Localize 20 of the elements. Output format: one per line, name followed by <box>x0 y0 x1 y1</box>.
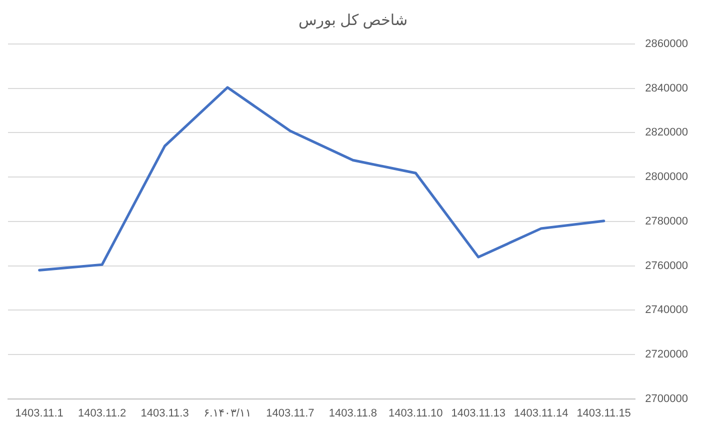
y-tick-label: 2740000 <box>645 304 688 316</box>
x-tick-label: 1403.11.2 <box>78 407 126 420</box>
x-tick-label: 1403.11.10 <box>388 407 443 420</box>
y-tick-label: 2820000 <box>645 126 688 139</box>
x-tick-label: 1403.11.13 <box>451 407 506 420</box>
chart-title: شاخص کل بورس <box>298 12 408 30</box>
x-tick-label: 1403.11.3 <box>140 407 189 420</box>
x-tick-label: 1403.11.8 <box>328 407 378 420</box>
y-tick-label: 2800000 <box>645 171 688 184</box>
y-tick-label: 2780000 <box>645 215 688 228</box>
x-tick-label: 1403.11.14 <box>514 407 568 420</box>
y-tick-label: 2860000 <box>645 38 688 50</box>
x-tick-label: 1403.11.7 <box>266 407 314 420</box>
x-tick-label: 1403.11.15 <box>576 407 631 420</box>
y-tick-label: 2720000 <box>645 348 688 360</box>
y-tick-label: 2840000 <box>645 82 688 94</box>
x-tick-label: ۶.۱۴۰۳/۱۱ <box>204 407 252 420</box>
y-tick-label: 2700000 <box>645 392 688 405</box>
y-tick-label: 2760000 <box>645 260 688 272</box>
x-tick-label: 1403.11.1 <box>15 407 64 420</box>
